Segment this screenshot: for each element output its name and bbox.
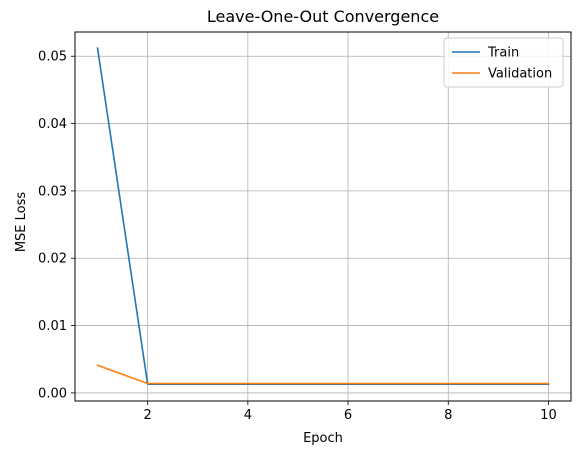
legend-box (443, 37, 564, 88)
y-tick-label: 0.01 (38, 319, 67, 334)
x-tick-label: 8 (444, 408, 452, 423)
chart-title: Leave-One-Out Convergence (207, 7, 439, 26)
y-tick-label: 0.00 (38, 386, 67, 401)
x-tick-label: 10 (540, 408, 557, 423)
legend-label-validation: Validation (488, 67, 552, 82)
y-tick-label: 0.03 (38, 184, 67, 199)
y-axis-title: MSE Loss (14, 192, 29, 253)
x-axis-title: Epoch (303, 431, 343, 446)
x-tick-label: 4 (244, 408, 252, 423)
tick-layer: 2 4 6 8 10 0.00 0.01 0.02 0.03 0.04 0.05 (38, 50, 557, 423)
x-tick-label: 2 (144, 408, 152, 423)
series-line-validation (96, 364, 550, 385)
y-tick-label: 0.05 (38, 50, 67, 65)
y-tick-label: 0.04 (38, 117, 67, 132)
legend: Train Validation (443, 37, 564, 88)
series-layer (96, 47, 550, 385)
x-tick-label: 6 (344, 408, 352, 423)
legend-label-train: Train (487, 46, 519, 61)
y-tick-label: 0.02 (38, 252, 67, 267)
plot-frame (74, 31, 572, 402)
